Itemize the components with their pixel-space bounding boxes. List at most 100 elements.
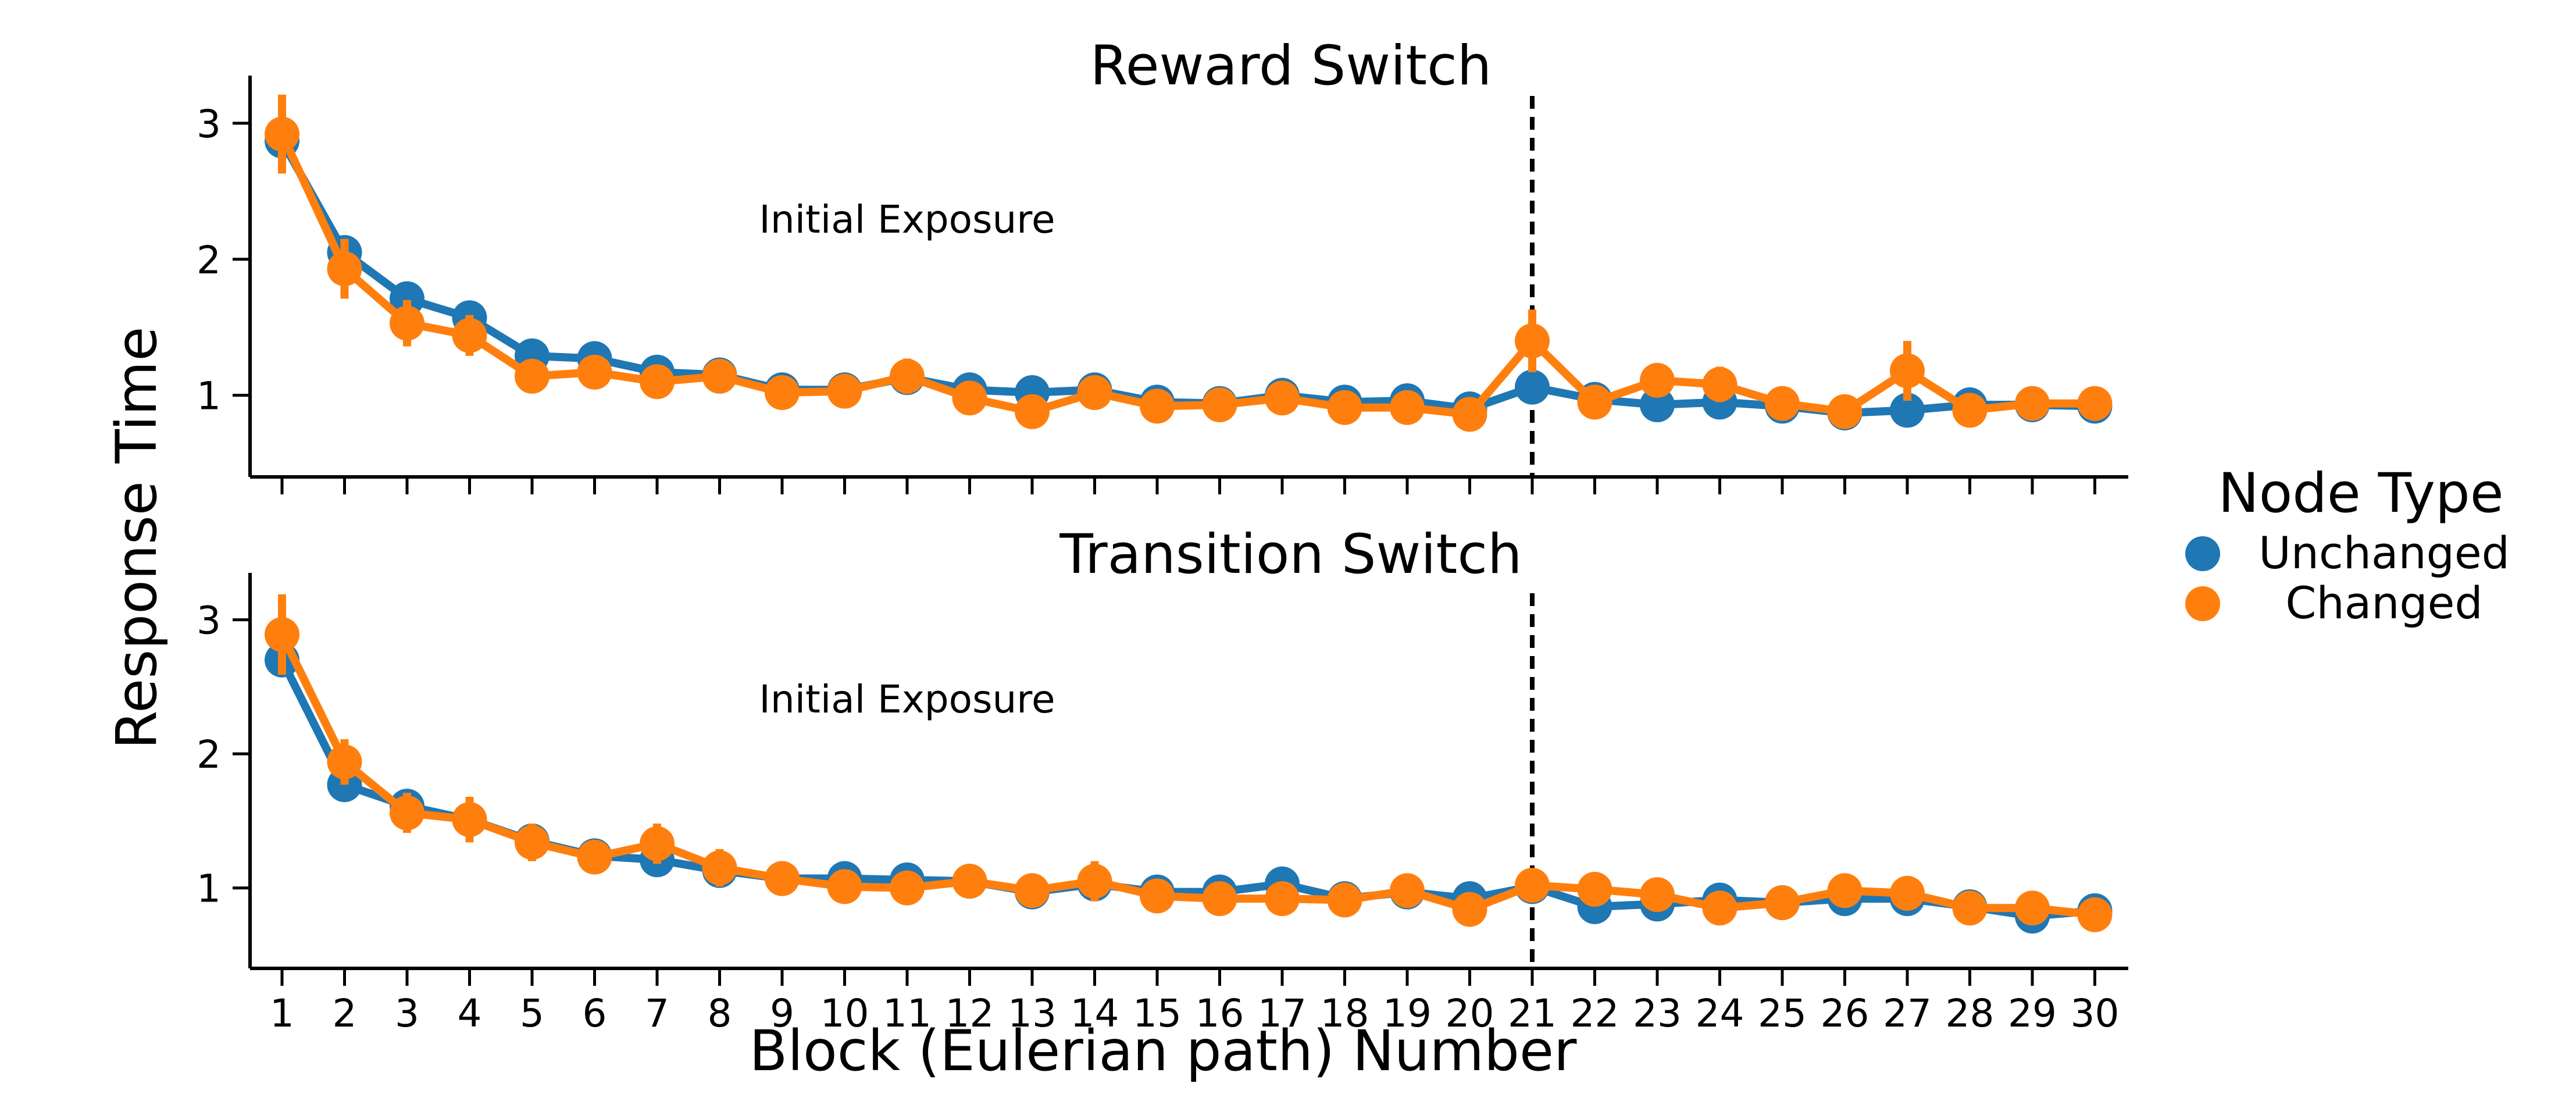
- changed-point: [2077, 386, 2113, 421]
- changed-point: [1702, 366, 1737, 402]
- changed-point: [952, 380, 987, 416]
- x-tick-label: 4: [458, 991, 482, 1036]
- x-tick-label: 11: [883, 991, 932, 1036]
- x-tick-label: 5: [520, 991, 544, 1036]
- x-tick-label: 18: [1321, 991, 1369, 1036]
- changed-point: [1202, 387, 1237, 423]
- x-tick-label: 7: [645, 991, 669, 1036]
- annotation-initial-exposure: Initial Exposure: [759, 677, 1055, 722]
- x-tick-label: 25: [1758, 991, 1807, 1036]
- x-tick-label: 20: [1446, 991, 1494, 1036]
- changed-point: [1577, 872, 1612, 907]
- x-tick-label: 15: [1133, 991, 1182, 1036]
- unchanged-point: [1515, 369, 1550, 405]
- reward-switch-panel: Reward Switch Initial Exposure 1 2 3: [197, 34, 2128, 494]
- unchanged-point: [390, 281, 424, 316]
- changed-point: [1015, 873, 1050, 908]
- changed-point: [452, 318, 487, 353]
- x-axis-label: Block (Eulerian path) Number: [749, 1018, 1577, 1084]
- x-tick-label: 30: [2071, 991, 2120, 1036]
- changed-point: [1452, 397, 1487, 432]
- y-tick-label: 1: [197, 374, 221, 419]
- changed-point: [1077, 864, 1112, 899]
- x-tick-label: 17: [1258, 991, 1307, 1036]
- y-tick-label: 2: [197, 732, 221, 777]
- changed-point: [1765, 386, 1800, 421]
- changed-point: [1202, 881, 1237, 917]
- changed-point: [640, 826, 675, 861]
- x-tick-label: 27: [1883, 991, 1932, 1036]
- x-tick-label: 16: [1196, 991, 1244, 1036]
- changed-point: [1390, 390, 1425, 425]
- changed-point: [1765, 885, 1800, 921]
- changed-point: [390, 305, 424, 341]
- changed-point: [2015, 890, 2050, 926]
- changed-line: [278, 632, 2096, 919]
- changed-point: [952, 864, 987, 899]
- unchanged-point: [1640, 387, 1675, 423]
- changed-point: [515, 358, 550, 394]
- changed-point: [1077, 375, 1112, 410]
- x-tick-label: 22: [1571, 991, 1619, 1036]
- changed-point: [2015, 386, 2050, 421]
- changed-point: [890, 870, 925, 906]
- x-tick-label: 26: [1821, 991, 1869, 1036]
- unchanged-line: [278, 658, 2096, 921]
- y-axis-label: Response Time: [104, 327, 169, 750]
- changed-point: [1827, 394, 1863, 429]
- legend-marker-unchanged: [2185, 536, 2220, 571]
- changed-point: [1890, 353, 1925, 389]
- changed-point: [1452, 892, 1487, 927]
- changed-point: [577, 839, 612, 875]
- legend: Node Type Unchanged Changed: [2185, 462, 2510, 629]
- changed-point: [765, 375, 800, 410]
- changed-point: [452, 802, 487, 838]
- changed-point: [577, 354, 612, 390]
- changed-point: [515, 825, 550, 860]
- changed-point: [1390, 873, 1425, 908]
- changed-point: [2077, 897, 2113, 932]
- changed-point: [1327, 390, 1362, 425]
- x-tick-label: 13: [1008, 991, 1057, 1036]
- changed-line: [278, 132, 2095, 419]
- x-tick-label: 8: [708, 991, 732, 1036]
- changed-point: [827, 373, 862, 409]
- panel-title-reward-switch: Reward Switch: [1090, 34, 1492, 98]
- y-tick-label: 3: [197, 598, 221, 643]
- changed-point: [640, 364, 675, 400]
- changed-point: [1952, 890, 1988, 926]
- changed-point: [265, 116, 299, 152]
- x-tick-label: 28: [1946, 991, 1995, 1036]
- changed-point: [1265, 881, 1300, 917]
- changed-point: [1140, 389, 1175, 424]
- changed-point: [1515, 868, 1550, 903]
- y-tick-label: 3: [197, 102, 221, 147]
- changed-point: [1640, 362, 1675, 398]
- legend-label-changed: Changed: [2285, 577, 2482, 629]
- changed-point: [1515, 323, 1550, 359]
- changed-point: [1952, 393, 1988, 428]
- changed-point: [1702, 890, 1737, 926]
- plot-area: 1 2 3: [197, 76, 2128, 494]
- panel-title-transition-switch: Transition Switch: [1059, 523, 1522, 586]
- unchanged-point: [1890, 393, 1925, 428]
- x-tick-label: 12: [946, 991, 994, 1036]
- x-tick-label: 21: [1508, 991, 1557, 1036]
- x-tick-label: 10: [820, 991, 869, 1036]
- changed-point: [327, 251, 362, 287]
- changed-point: [1827, 873, 1863, 908]
- x-tick-label: 3: [395, 991, 419, 1036]
- y-tick-label: 2: [197, 238, 221, 283]
- x-tick-label: 29: [2008, 991, 2057, 1036]
- legend-label-unchanged: Unchanged: [2259, 527, 2510, 579]
- x-tick-label: 19: [1383, 991, 1432, 1036]
- changed-point: [765, 861, 800, 896]
- changed-point: [890, 358, 925, 394]
- x-tick-label: 14: [1071, 991, 1119, 1036]
- x-tick-label: 9: [770, 991, 794, 1036]
- changed-point: [1890, 875, 1925, 911]
- changed-point: [827, 869, 862, 904]
